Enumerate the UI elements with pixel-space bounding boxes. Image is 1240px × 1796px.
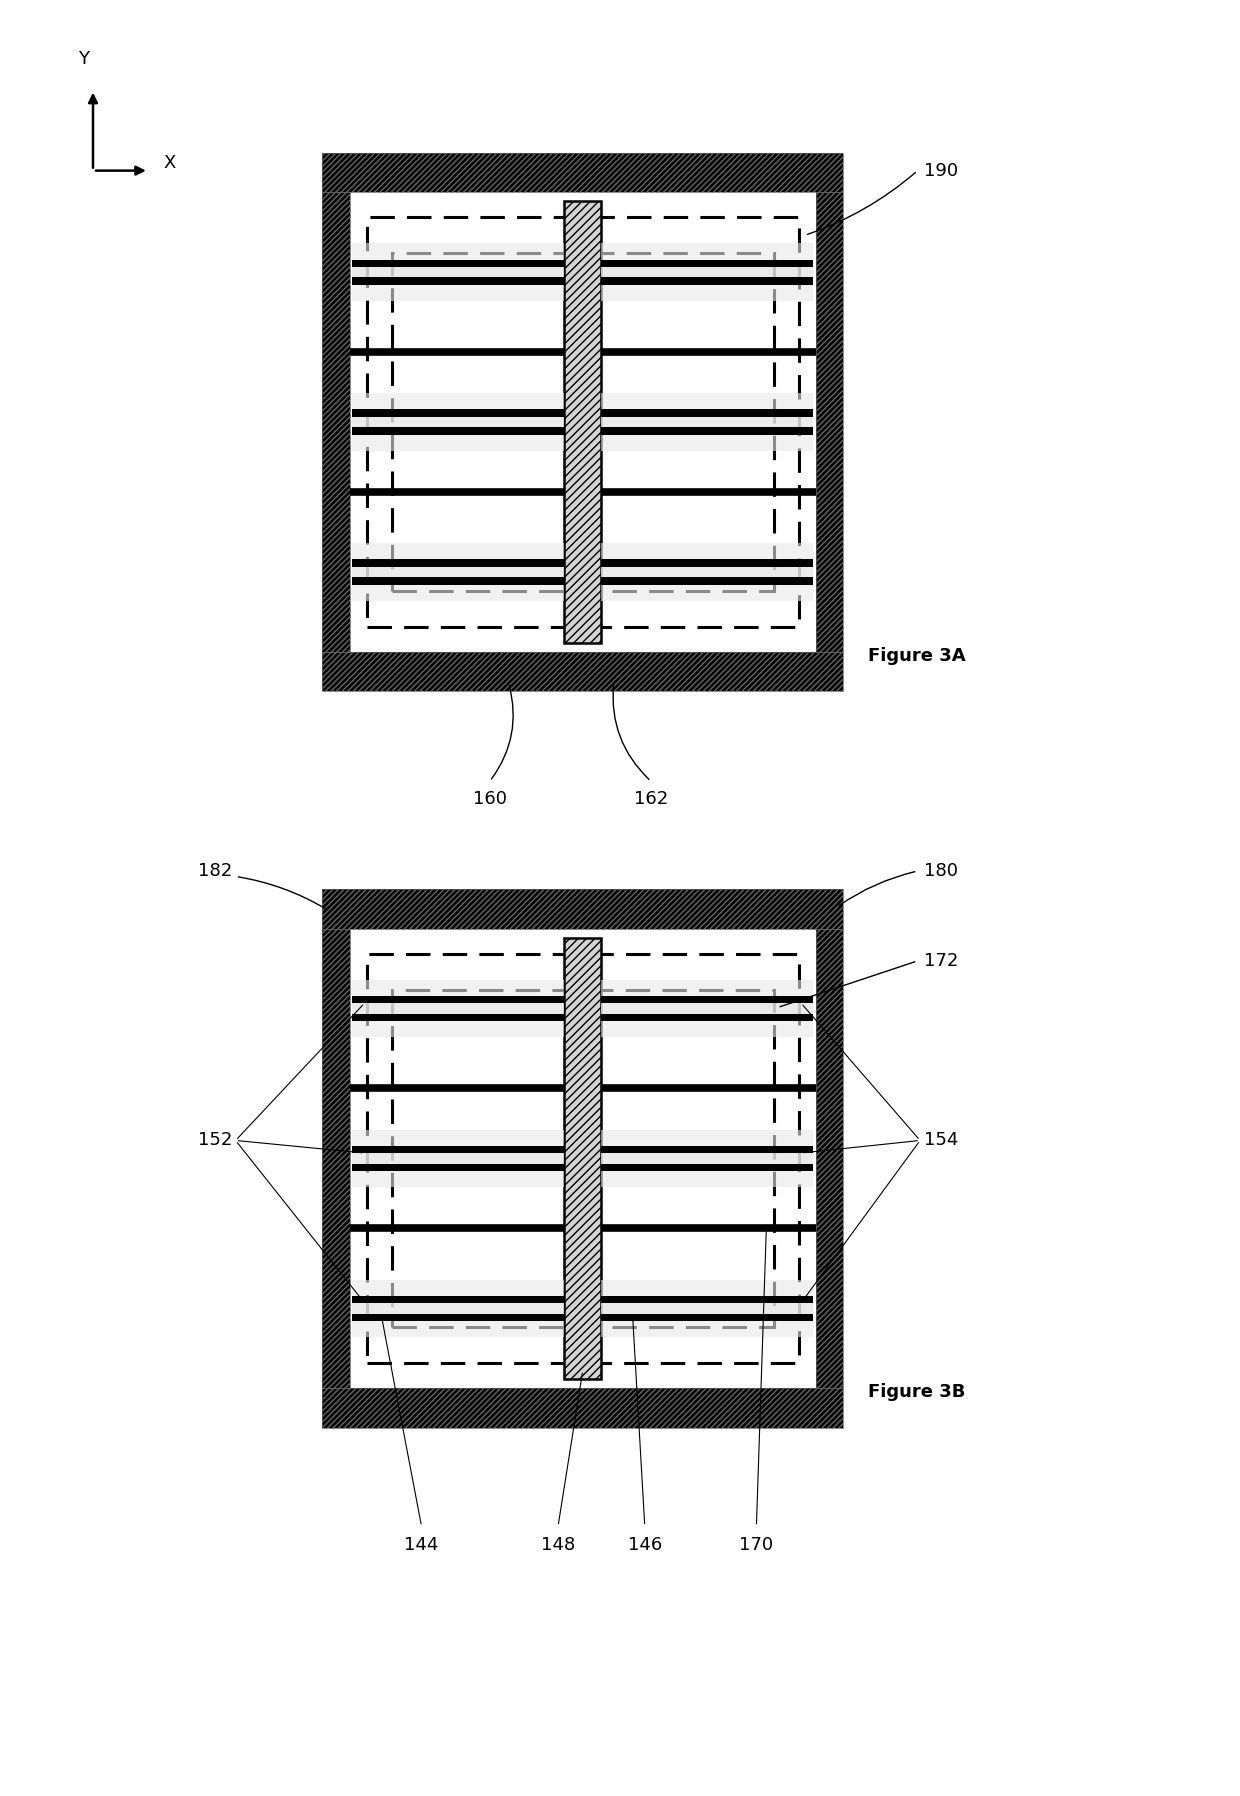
Bar	[564, 201, 601, 643]
Text: Figure 3B: Figure 3B	[868, 1383, 966, 1401]
Bar	[601, 1013, 813, 1020]
Bar	[352, 393, 564, 433]
Text: 170: 170	[739, 1536, 774, 1554]
Bar	[322, 652, 843, 691]
Bar	[352, 1013, 564, 1020]
Bar	[601, 242, 813, 282]
Bar	[601, 1281, 813, 1318]
Text: 148: 148	[541, 1536, 575, 1554]
Bar	[601, 1146, 813, 1153]
Text: 180: 180	[924, 862, 957, 880]
Bar	[601, 259, 813, 266]
Bar	[564, 938, 601, 1379]
Bar	[352, 242, 564, 282]
Bar	[322, 889, 350, 1428]
Bar	[601, 1164, 813, 1171]
Bar	[322, 1388, 843, 1428]
Bar	[816, 192, 843, 652]
Bar	[352, 1130, 564, 1169]
Bar	[392, 253, 774, 591]
Text: Figure 3A: Figure 3A	[868, 647, 966, 665]
Bar	[601, 999, 813, 1038]
Bar	[816, 153, 843, 691]
Bar	[352, 560, 564, 568]
Bar	[352, 1297, 564, 1304]
Bar	[352, 1146, 564, 1153]
Text: 146: 146	[627, 1536, 662, 1554]
Bar	[601, 981, 813, 1020]
Text: 172: 172	[924, 952, 959, 970]
Bar	[352, 1148, 564, 1187]
Bar	[601, 411, 813, 451]
Bar	[601, 262, 813, 300]
Text: Y: Y	[78, 50, 88, 68]
Bar	[322, 153, 350, 691]
Bar	[601, 578, 813, 585]
Bar	[322, 889, 843, 929]
Bar	[601, 277, 813, 284]
Bar	[350, 929, 816, 1388]
Bar	[816, 929, 843, 1388]
Bar	[352, 411, 564, 451]
Bar	[352, 999, 564, 1038]
Bar	[601, 560, 813, 568]
Text: 162: 162	[634, 790, 668, 808]
Bar	[601, 427, 813, 435]
Text: 154: 154	[924, 1131, 959, 1149]
Text: 190: 190	[924, 162, 959, 180]
Bar	[601, 560, 813, 600]
Text: 182: 182	[198, 862, 233, 880]
Bar	[350, 192, 816, 652]
Bar	[367, 217, 799, 627]
Bar	[322, 153, 843, 192]
Bar	[601, 995, 813, 1002]
Bar	[352, 981, 564, 1020]
Bar	[322, 929, 350, 1388]
Bar	[601, 1148, 813, 1187]
Bar	[601, 1315, 813, 1322]
Bar	[601, 542, 813, 582]
Bar	[352, 1315, 564, 1322]
Text: 160: 160	[472, 790, 507, 808]
Bar	[601, 393, 813, 433]
Bar	[352, 427, 564, 435]
Text: 152: 152	[198, 1131, 233, 1149]
Bar	[322, 192, 350, 652]
Bar	[564, 201, 601, 643]
Bar	[352, 578, 564, 585]
Bar	[601, 1130, 813, 1169]
Bar	[601, 1297, 813, 1304]
Bar	[322, 1388, 843, 1428]
Bar	[352, 277, 564, 284]
Bar	[352, 560, 564, 600]
Bar	[367, 954, 799, 1363]
Bar	[322, 889, 843, 929]
Bar	[352, 409, 564, 417]
Bar	[564, 938, 601, 1379]
Bar	[816, 889, 843, 1428]
Text: 144: 144	[404, 1536, 439, 1554]
Bar	[352, 995, 564, 1002]
Bar	[352, 542, 564, 582]
Bar	[352, 1281, 564, 1318]
Text: X: X	[164, 154, 176, 172]
Bar	[322, 652, 843, 691]
Bar	[352, 259, 564, 266]
Bar	[322, 153, 843, 192]
Bar	[352, 1164, 564, 1171]
Bar	[601, 409, 813, 417]
Bar	[392, 990, 774, 1327]
Bar	[352, 1297, 564, 1336]
Bar	[601, 1297, 813, 1336]
Bar	[352, 262, 564, 300]
